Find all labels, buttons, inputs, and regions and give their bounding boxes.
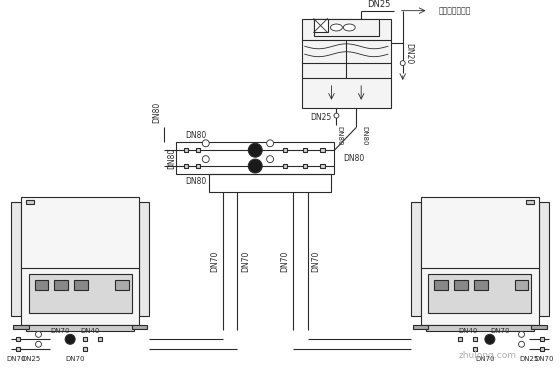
Bar	[209, 174, 332, 192]
Bar	[26, 200, 34, 204]
Bar	[320, 148, 325, 152]
Bar	[195, 148, 200, 152]
Text: DN20: DN20	[404, 43, 413, 64]
Ellipse shape	[330, 24, 342, 31]
Bar	[539, 202, 549, 315]
Text: DN70: DN70	[241, 250, 250, 272]
Circle shape	[267, 140, 274, 147]
Bar	[413, 325, 428, 329]
Bar	[531, 325, 547, 329]
Text: DN25: DN25	[310, 113, 331, 122]
Bar	[54, 280, 68, 290]
Bar	[458, 337, 462, 341]
Bar	[314, 18, 379, 36]
Bar	[13, 325, 29, 329]
Circle shape	[35, 331, 41, 337]
Bar	[474, 280, 488, 290]
Bar	[35, 280, 48, 290]
Bar	[83, 347, 87, 351]
Text: DN25: DN25	[21, 356, 40, 362]
Circle shape	[267, 156, 274, 163]
Text: DN80: DN80	[152, 102, 161, 123]
Bar	[526, 200, 534, 204]
Bar	[473, 347, 477, 351]
Circle shape	[202, 156, 209, 163]
Circle shape	[35, 341, 41, 347]
Circle shape	[248, 143, 262, 157]
Bar	[176, 142, 334, 174]
Bar	[11, 202, 21, 315]
Bar	[29, 274, 132, 312]
Bar	[302, 148, 307, 152]
Text: DN80: DN80	[185, 177, 207, 187]
Text: DN80: DN80	[167, 148, 176, 169]
Bar	[115, 280, 129, 290]
Ellipse shape	[343, 24, 355, 31]
Text: DN70: DN70	[281, 250, 290, 272]
Bar	[26, 325, 134, 331]
Bar	[421, 197, 539, 325]
Text: DN80: DN80	[337, 125, 342, 145]
Bar	[473, 337, 477, 341]
Circle shape	[334, 113, 339, 118]
Bar	[98, 337, 102, 341]
Circle shape	[400, 61, 405, 66]
Text: DN70: DN70	[50, 328, 70, 335]
Text: DN70: DN70	[6, 356, 25, 362]
Bar	[21, 197, 139, 325]
Text: 接自来水供水器: 接自来水供水器	[438, 6, 471, 15]
Bar	[195, 164, 200, 168]
Text: DN80: DN80	[185, 131, 207, 140]
Text: DN70: DN70	[311, 250, 320, 272]
Bar	[426, 325, 534, 331]
Bar	[540, 347, 544, 351]
Circle shape	[519, 341, 525, 347]
Text: DN70: DN70	[475, 356, 494, 362]
Bar	[184, 164, 188, 168]
Text: DN25: DN25	[520, 356, 539, 362]
Text: DN40: DN40	[459, 328, 478, 335]
Text: DN80: DN80	[361, 125, 367, 145]
Bar	[435, 280, 448, 290]
Bar	[139, 202, 150, 315]
Bar	[454, 280, 468, 290]
Text: DN70: DN70	[66, 356, 85, 362]
Circle shape	[248, 159, 262, 173]
Circle shape	[65, 335, 75, 344]
Text: DN25: DN25	[367, 0, 391, 9]
Text: DN70: DN70	[535, 356, 554, 362]
Text: DN70: DN70	[210, 250, 219, 272]
Bar	[320, 164, 325, 168]
Bar	[16, 347, 20, 351]
Text: DN70: DN70	[490, 328, 510, 335]
Bar	[428, 274, 531, 312]
Bar	[132, 325, 147, 329]
Bar	[410, 202, 421, 315]
Text: DN80: DN80	[344, 154, 365, 163]
Bar	[283, 148, 287, 152]
Circle shape	[485, 335, 495, 344]
Bar	[74, 280, 88, 290]
Circle shape	[519, 331, 525, 337]
Text: DN40: DN40	[80, 328, 100, 335]
Bar	[540, 337, 544, 341]
Bar	[283, 164, 287, 168]
Bar	[302, 18, 391, 108]
Bar	[314, 18, 328, 32]
Bar	[302, 164, 307, 168]
Bar	[184, 148, 188, 152]
Bar	[515, 280, 529, 290]
Bar	[16, 337, 20, 341]
Bar	[83, 337, 87, 341]
Circle shape	[202, 140, 209, 147]
Text: zhulong.com: zhulong.com	[459, 351, 517, 360]
